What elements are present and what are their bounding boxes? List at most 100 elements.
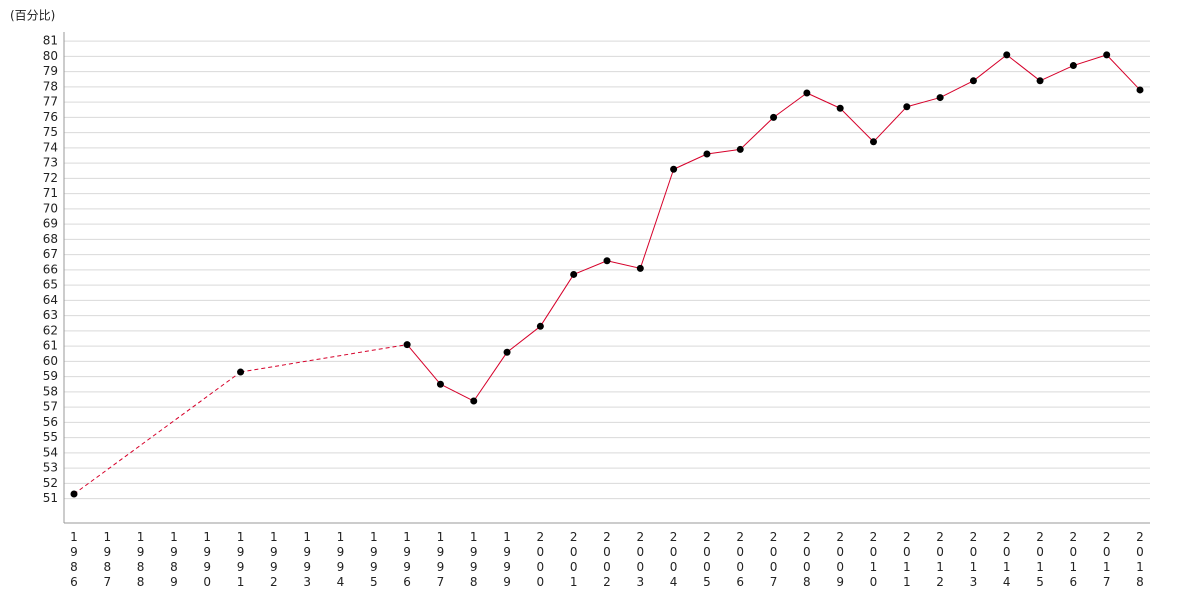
y-tick-label: 73 bbox=[43, 156, 58, 170]
line-segment bbox=[973, 54, 1008, 82]
y-tick-label: 69 bbox=[43, 217, 58, 231]
y-tick-label: 81 bbox=[43, 34, 58, 48]
point bbox=[770, 113, 778, 121]
line-segment bbox=[1039, 65, 1074, 82]
point bbox=[70, 490, 78, 498]
line-segment bbox=[806, 92, 841, 109]
point bbox=[1069, 62, 1077, 70]
point bbox=[969, 77, 977, 85]
line-segment bbox=[440, 383, 474, 402]
y-tick-label: 71 bbox=[43, 186, 58, 200]
y-tick-label: 63 bbox=[43, 308, 58, 322]
point bbox=[903, 103, 911, 111]
point bbox=[836, 104, 844, 112]
point bbox=[636, 264, 644, 272]
y-tick-label: 64 bbox=[43, 293, 58, 307]
point bbox=[703, 150, 711, 158]
y-axis-title: (百分比) bbox=[10, 9, 55, 23]
line-segment bbox=[839, 107, 874, 143]
y-tick-label: 79 bbox=[43, 64, 58, 78]
y-tick-label: 66 bbox=[43, 262, 58, 276]
y-tick-label: 72 bbox=[43, 171, 58, 185]
point bbox=[470, 397, 478, 405]
point bbox=[870, 138, 877, 146]
line-segment bbox=[73, 371, 241, 495]
line-segment bbox=[873, 106, 908, 143]
line-segment bbox=[739, 117, 774, 150]
line-segment bbox=[539, 274, 575, 327]
point bbox=[1136, 86, 1144, 94]
point bbox=[936, 94, 944, 102]
line-segment bbox=[573, 260, 608, 275]
point bbox=[536, 322, 544, 330]
line-segment bbox=[606, 260, 641, 269]
y-tick-label: 76 bbox=[43, 110, 58, 124]
line-segment bbox=[506, 325, 541, 353]
line-segment bbox=[1073, 54, 1107, 67]
line-segment bbox=[673, 153, 708, 170]
y-tick-label: 75 bbox=[43, 125, 58, 139]
line-segment bbox=[706, 148, 741, 155]
point bbox=[1103, 51, 1111, 59]
point bbox=[1003, 51, 1011, 59]
line-segment bbox=[473, 351, 508, 402]
y-tick-label: 55 bbox=[43, 430, 58, 444]
y-tick-label: 52 bbox=[43, 476, 58, 490]
line-segment bbox=[406, 344, 441, 385]
line-segment bbox=[906, 97, 941, 108]
y-tick-label: 58 bbox=[43, 384, 58, 398]
point bbox=[237, 368, 245, 376]
y-tick-label: 65 bbox=[43, 278, 58, 292]
point bbox=[670, 165, 678, 173]
y-tick-label: 53 bbox=[43, 461, 58, 475]
point bbox=[603, 257, 611, 265]
y-tick-label: 68 bbox=[43, 232, 58, 246]
y-tick-label: 78 bbox=[43, 79, 58, 93]
y-tick-label: 74 bbox=[43, 140, 58, 154]
point bbox=[403, 341, 411, 349]
line-segment bbox=[1106, 54, 1141, 91]
y-tick-label: 56 bbox=[43, 415, 58, 429]
y-tick-label: 54 bbox=[43, 445, 58, 459]
point bbox=[736, 145, 744, 153]
point bbox=[503, 348, 511, 356]
y-tick-label: 77 bbox=[43, 95, 58, 109]
y-tick-label: 62 bbox=[43, 323, 58, 337]
line-segment bbox=[1006, 54, 1041, 82]
point bbox=[436, 380, 444, 388]
line-segment bbox=[240, 344, 408, 373]
y-tick-label: 67 bbox=[43, 247, 58, 261]
